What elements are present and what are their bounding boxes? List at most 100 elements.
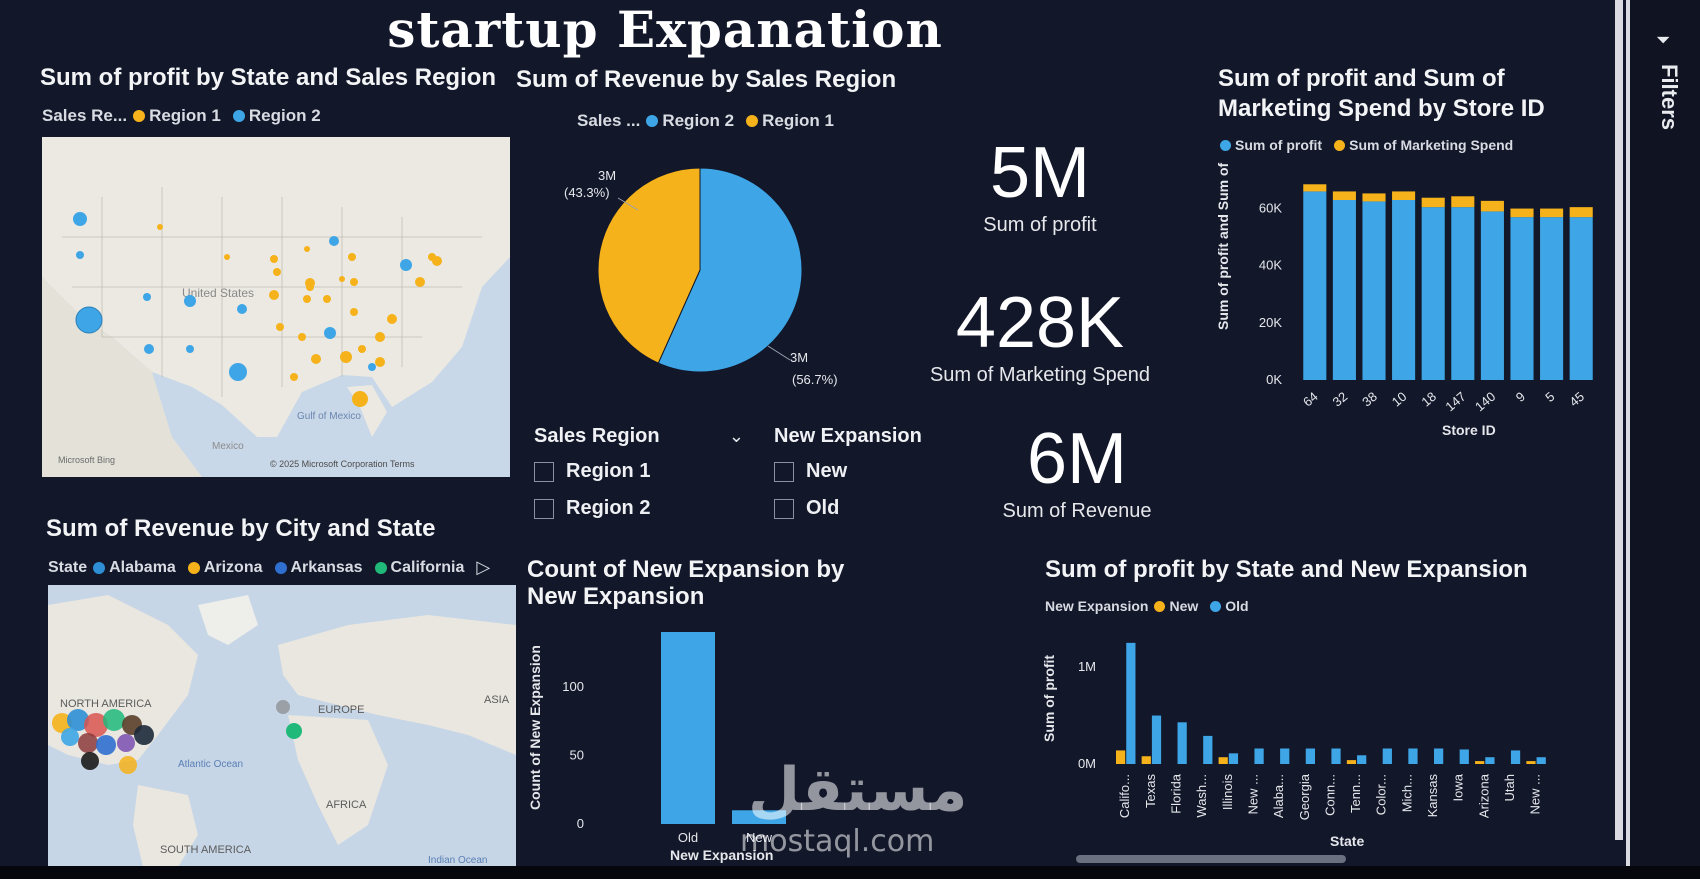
bar-old[interactable] [1254, 748, 1264, 764]
legend-item-california[interactable]: California [374, 559, 464, 577]
legend-item-region2[interactable]: Region 2 [232, 106, 321, 126]
bubble[interactable] [143, 293, 151, 301]
kpi-card-revenue[interactable]: 6M Sum of Revenue [937, 418, 1217, 523]
bubble[interactable] [304, 246, 310, 252]
bubble[interactable] [117, 734, 135, 752]
bubble[interactable] [78, 733, 98, 753]
slicer-option-region1[interactable]: Region 1 [534, 460, 744, 483]
legend-item-alabama[interactable]: Alabama [93, 559, 176, 577]
bar-old[interactable] [661, 632, 715, 824]
checkbox[interactable] [774, 461, 794, 482]
bubble[interactable] [144, 344, 154, 354]
bubble-texas[interactable] [229, 363, 247, 381]
bubble-florida[interactable] [352, 391, 368, 407]
filter-collapse-icon[interactable]: ⏷ [1656, 30, 1671, 50]
bar-old[interactable] [1280, 748, 1290, 764]
bubble[interactable] [415, 277, 425, 287]
legend-item-new[interactable]: New [1154, 598, 1198, 614]
filters-pane[interactable]: ⏷ Filters [1626, 0, 1700, 879]
legend-item-arizona[interactable]: Arizona [187, 559, 263, 577]
bar-new[interactable] [1475, 761, 1485, 764]
bar-marketing[interactable] [1332, 191, 1356, 200]
bar-old[interactable] [1433, 748, 1444, 764]
bubble[interactable] [103, 709, 125, 731]
bubble[interactable] [350, 278, 358, 286]
bar-profit[interactable] [1451, 207, 1475, 380]
bubble[interactable] [186, 345, 194, 353]
bar-old[interactable] [1510, 750, 1521, 764]
bubble[interactable] [290, 373, 298, 381]
bubble[interactable] [368, 363, 376, 371]
bar-old[interactable] [1177, 722, 1187, 764]
bubble[interactable] [76, 251, 84, 259]
bar-profit[interactable] [1569, 217, 1593, 380]
bar-profit[interactable] [1421, 207, 1445, 380]
bar-profit[interactable] [1362, 201, 1386, 380]
bubble[interactable] [273, 268, 281, 276]
bar-new[interactable] [1526, 761, 1536, 764]
kpi-card-profit[interactable]: 5M Sum of profit [900, 132, 1180, 237]
bar-new[interactable] [1116, 750, 1126, 764]
legend-next-icon[interactable]: ▷ [476, 557, 491, 577]
bar-old[interactable] [1382, 748, 1392, 764]
bubble[interactable] [184, 295, 196, 307]
bar-new[interactable] [1218, 757, 1228, 764]
bubble[interactable] [67, 709, 89, 731]
bubble[interactable] [323, 295, 331, 303]
bubble[interactable] [134, 725, 154, 745]
bubble[interactable] [311, 354, 321, 364]
legend-item-arkansas[interactable]: Arkansas [274, 559, 363, 577]
bar-profit[interactable] [1303, 191, 1327, 380]
bar-old[interactable] [1305, 748, 1315, 764]
bubble[interactable] [305, 278, 315, 288]
bubble[interactable] [269, 290, 279, 300]
legend-item-marketing[interactable]: Sum of Marketing Spend [1334, 137, 1513, 153]
filters-label[interactable]: Filters [1657, 64, 1682, 131]
bar-marketing[interactable] [1569, 207, 1593, 218]
horizontal-scrollbar[interactable] [1076, 855, 1346, 863]
pie-slice-region1[interactable] [597, 167, 701, 364]
kpi-card-marketing[interactable]: 428K Sum of Marketing Spend [900, 282, 1180, 387]
bubble[interactable] [432, 256, 442, 266]
bar-profit[interactable] [1332, 200, 1356, 380]
bar-new[interactable] [1141, 756, 1151, 764]
bubble[interactable] [348, 253, 356, 261]
bar-marketing[interactable] [1392, 191, 1416, 200]
bar-marketing[interactable] [1451, 196, 1475, 208]
bubble[interactable] [375, 357, 385, 367]
pie-slice-region2[interactable] [657, 167, 803, 373]
checkbox[interactable] [774, 498, 794, 519]
bubble[interactable] [52, 713, 72, 733]
checkbox[interactable] [534, 498, 554, 519]
bar-profit[interactable] [1480, 211, 1504, 380]
chevron-down-icon[interactable]: ⌄ [728, 426, 744, 446]
bubble[interactable] [276, 700, 290, 714]
bar-profit[interactable] [1392, 200, 1416, 380]
bar-old[interactable] [1331, 748, 1341, 764]
bubble[interactable] [400, 259, 412, 271]
bubble[interactable] [61, 728, 79, 746]
bar-old[interactable] [1485, 757, 1495, 764]
legend-item-region2[interactable]: Region 2 [646, 111, 734, 131]
bubble[interactable] [237, 304, 247, 314]
bar-old[interactable] [1151, 715, 1162, 764]
slicer-option-old[interactable]: Old [774, 497, 944, 520]
bar-marketing[interactable] [1421, 197, 1445, 208]
bubble[interactable] [157, 224, 163, 230]
bubble[interactable] [286, 723, 302, 739]
bar-marketing[interactable] [1362, 193, 1386, 202]
bar-old[interactable] [1203, 735, 1213, 764]
bar-old[interactable] [1459, 749, 1469, 764]
legend-item-region1[interactable]: Region 1 [133, 106, 221, 126]
bubble-california[interactable] [75, 306, 103, 334]
bar-profit[interactable] [1510, 217, 1534, 380]
legend-item-region1[interactable]: Region 1 [746, 111, 834, 131]
bar-old[interactable] [1536, 757, 1546, 764]
legend-item-profit[interactable]: Sum of profit [1220, 137, 1322, 153]
bar-old[interactable] [1408, 748, 1418, 764]
bar-profit[interactable] [1540, 217, 1564, 380]
bar-old[interactable] [1357, 755, 1367, 764]
map1-bing-map[interactable]: United States Gulf of Mexico Mexico [42, 137, 510, 477]
map1-attribution-right[interactable]: © 2025 Microsoft Corporation Terms [270, 459, 415, 469]
bar-marketing[interactable] [1540, 208, 1564, 218]
